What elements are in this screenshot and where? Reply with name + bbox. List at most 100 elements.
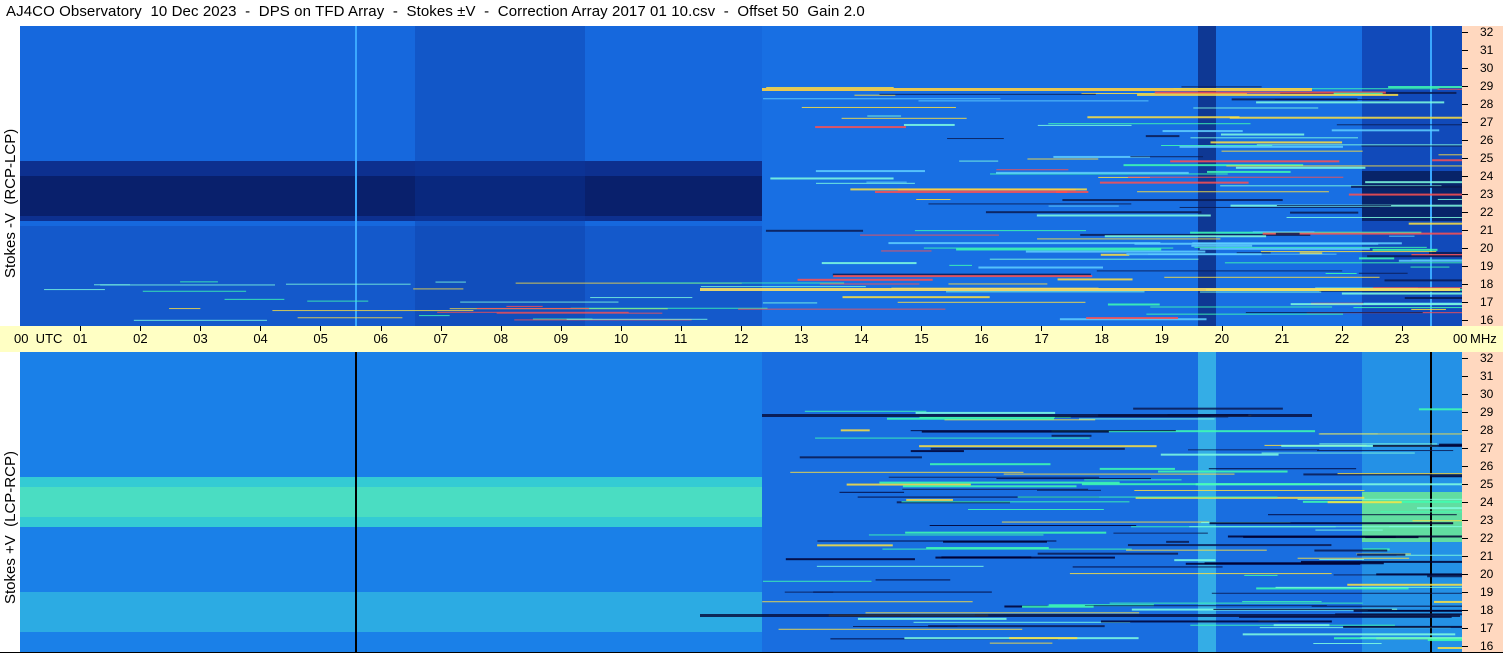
time-tick-label: 09 <box>553 331 569 346</box>
interference-streak <box>1127 544 1332 547</box>
time-unit-label: MHz <box>1470 331 1497 346</box>
freq-tick-mark <box>1462 284 1468 285</box>
interference-streak <box>1367 255 1462 258</box>
freq-tick-mark <box>1462 502 1468 503</box>
interference-streak <box>476 307 590 309</box>
interference-streak <box>1213 608 1392 610</box>
freq-tick-label: 32 <box>1480 351 1494 365</box>
interference-streak <box>930 463 1051 466</box>
time-tick-label: 18 <box>1094 331 1109 346</box>
interference-streak <box>1319 558 1365 560</box>
interference-streak <box>1336 124 1462 126</box>
interference-streak <box>1404 296 1462 299</box>
interference-streak <box>1208 468 1357 470</box>
time-tick <box>741 326 742 331</box>
freq-tick-label: 25 <box>1480 151 1494 165</box>
dark-column <box>1198 26 1216 326</box>
interference-streak <box>1351 185 1462 188</box>
interference-streak <box>224 298 285 300</box>
freq-tick-label: 16 <box>1480 639 1494 653</box>
interference-streak <box>1211 592 1462 594</box>
bright-band-core <box>20 487 762 517</box>
interference-streak <box>1037 489 1101 491</box>
interference-streak <box>1181 86 1262 88</box>
interference-streak <box>881 250 932 252</box>
interference-streak <box>879 93 1096 95</box>
interference-streak <box>915 411 1056 414</box>
freq-tick-label: 30 <box>1480 387 1494 401</box>
freq-tick-label: 24 <box>1480 495 1494 509</box>
time-tick <box>1221 326 1223 331</box>
interference-streak <box>978 266 1103 269</box>
interference-streak <box>1276 205 1392 207</box>
interference-streak <box>879 481 1120 484</box>
interference-streak <box>100 284 276 286</box>
time-tick-label: 07 <box>433 331 449 346</box>
interference-streak <box>1037 552 1179 555</box>
freq-tick-label: 19 <box>1480 585 1494 599</box>
interference-streak <box>1273 624 1330 627</box>
freq-tick-mark <box>1462 194 1468 195</box>
time-tick-label: 11 <box>673 331 688 346</box>
interference-streak <box>1086 317 1179 320</box>
interference-streak <box>1048 123 1251 125</box>
bottom-ylabel: Stokes +V (LCP-RCP) <box>2 451 19 604</box>
interference-streak <box>1051 430 1316 433</box>
interference-streak <box>1242 633 1456 636</box>
interference-streak <box>297 317 403 319</box>
time-tick <box>680 326 682 331</box>
interference-streak <box>989 642 1053 644</box>
interference-streak <box>1209 522 1454 525</box>
interference-streak <box>1191 244 1253 247</box>
time-tick-label: 01 <box>73 331 88 346</box>
interference-streak <box>1081 92 1247 94</box>
time-tick <box>320 326 322 331</box>
interference-streak <box>815 437 1090 439</box>
interference-streak <box>1327 501 1402 504</box>
daytime-block <box>762 26 1462 326</box>
freq-tick-mark <box>1462 122 1468 123</box>
freq-tick-label: 18 <box>1480 603 1494 617</box>
freq-tick-label: 23 <box>1480 513 1494 527</box>
freq-tick-mark <box>1462 320 1468 321</box>
interference-streak <box>1362 548 1390 551</box>
interference-streak <box>419 315 450 317</box>
time-axis: 00 UTC 00 MHz 01 02 03 04 05 06 07 08 09 10 11 12 13… <box>0 326 1503 352</box>
freq-tick-label: 32 <box>1480 25 1494 39</box>
interference-streak <box>1048 205 1119 207</box>
interference-streak <box>910 450 964 453</box>
interference-streak <box>996 169 1069 171</box>
time-tick <box>500 326 502 331</box>
interference-streak <box>1134 489 1365 491</box>
interference-streak <box>949 264 973 266</box>
interference-streak <box>437 311 629 313</box>
interference-streak <box>841 117 967 119</box>
interference-streak <box>435 281 466 283</box>
freq-tick-mark <box>1462 610 1468 611</box>
time-tick <box>801 326 803 331</box>
interference-streak <box>1318 433 1462 435</box>
time-tick <box>1341 326 1343 331</box>
interference-streak <box>142 290 247 292</box>
freq-tick-mark <box>1462 230 1468 231</box>
freq-tick-mark <box>1462 140 1468 141</box>
interference-streak <box>1286 216 1462 218</box>
freq-tick-label: 29 <box>1480 79 1494 93</box>
interference-streak <box>1220 133 1305 136</box>
bright-column-core <box>1362 492 1462 542</box>
interference-streak <box>1017 496 1278 498</box>
freq-tick-label: 24 <box>1480 169 1494 183</box>
top-ylabel-box: Stokes -V (RCP-LCP) <box>0 26 20 326</box>
interference-streak <box>1154 91 1386 94</box>
interference-streak <box>941 556 1032 559</box>
interference-streak <box>865 612 1140 614</box>
interference-streak <box>874 190 1068 193</box>
freq-tick-label: 26 <box>1480 133 1494 147</box>
interference-streak <box>918 100 1149 102</box>
interference-streak <box>913 621 1131 623</box>
interference-streak <box>700 614 1460 617</box>
interference-streak <box>285 283 411 285</box>
time-tick <box>1101 326 1103 331</box>
interference-streak <box>996 478 1151 480</box>
interference-streak <box>766 86 894 88</box>
